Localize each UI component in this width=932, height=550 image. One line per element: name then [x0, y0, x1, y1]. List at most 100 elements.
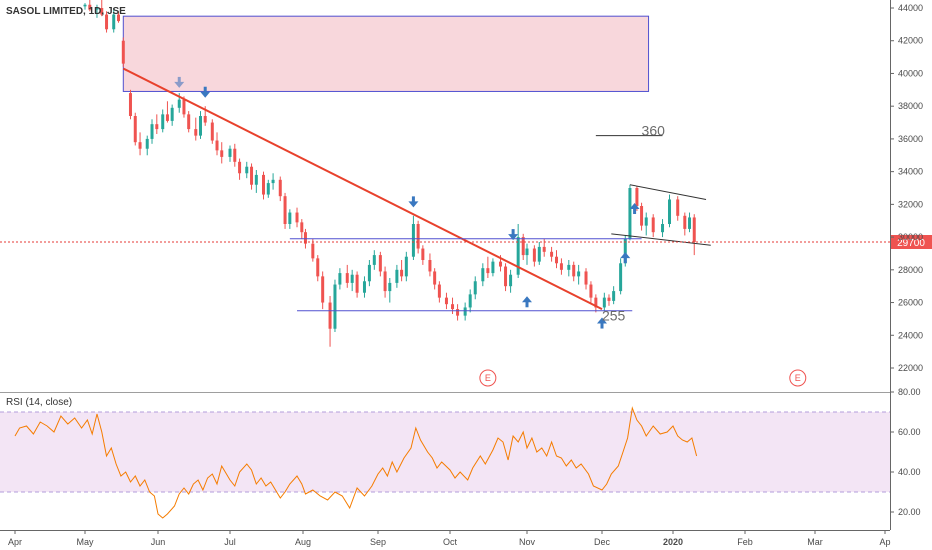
price-tick-label: 26000	[898, 298, 923, 308]
candle	[416, 220, 420, 254]
candle	[100, 0, 104, 17]
supply-zone[interactable]	[122, 15, 650, 92]
candle	[651, 214, 655, 238]
chart-title: SASOL LIMITED, 1D, JSE	[6, 6, 126, 17]
candle	[228, 145, 232, 162]
candle	[133, 112, 137, 146]
candle	[161, 109, 165, 133]
time-tick-label: Nov	[519, 537, 536, 547]
candle	[688, 212, 692, 233]
candle	[128, 89, 132, 120]
rsi-band	[0, 412, 890, 492]
candle	[362, 276, 366, 298]
price-tick-label: 34000	[898, 167, 923, 177]
candle	[321, 271, 325, 310]
candle	[456, 304, 460, 321]
candle	[121, 37, 125, 67]
candle	[300, 219, 304, 239]
candle	[589, 281, 593, 303]
price-tick-label: 30000	[898, 232, 923, 242]
candle	[395, 264, 399, 288]
annotation-255: 255	[602, 308, 626, 324]
candle	[433, 268, 437, 290]
time-tick-label: Apr	[8, 537, 22, 547]
candle	[491, 258, 495, 277]
candle	[555, 250, 559, 269]
candle	[112, 8, 116, 33]
candle	[83, 3, 87, 10]
candle	[220, 142, 224, 164]
red-downtrend-line[interactable]	[122, 67, 603, 310]
candle	[559, 258, 563, 275]
candle	[138, 132, 142, 156]
time-tick-label: Jun	[151, 537, 166, 547]
price-tick-label: 32000	[898, 199, 923, 209]
price-tick-label: 36000	[898, 134, 923, 144]
rsi-tick-label: 40.00	[898, 467, 921, 477]
price-tick-label: 38000	[898, 101, 923, 111]
candle	[607, 294, 611, 306]
candle	[644, 212, 648, 236]
sell-arrow-icon	[408, 196, 419, 208]
earnings-marker-label: E	[795, 373, 801, 383]
candle	[266, 179, 270, 198]
candle	[572, 261, 576, 282]
wedge-lower-line[interactable]	[611, 233, 711, 246]
candle	[668, 194, 672, 228]
buy-arrow-icon	[620, 252, 631, 264]
candle	[245, 161, 249, 179]
candle	[521, 233, 525, 260]
candle	[463, 302, 467, 321]
time-tick-label: Sep	[370, 537, 386, 547]
candle	[316, 255, 320, 282]
candle	[421, 245, 425, 265]
buy-arrow-icon	[597, 317, 607, 329]
price-tick-label: 42000	[898, 36, 923, 46]
candle	[350, 269, 354, 292]
candle	[145, 135, 149, 156]
candle	[295, 207, 299, 228]
sell-arrow-icon	[200, 86, 211, 98]
candle	[170, 104, 174, 126]
candle	[333, 279, 337, 332]
price-tick-label: 40000	[898, 68, 923, 78]
earnings-marker[interactable]: E	[789, 369, 807, 387]
time-axis[interactable]: Apr May Jun Jul Aug Sep Oct Nov Dec 2020 Feb Mar Ap	[8, 530, 891, 547]
price-axis[interactable]: 44000 42000 40000 38000 36000 34000 32000 30000…	[890, 3, 923, 373]
time-tick-label: Aug	[295, 537, 311, 547]
rsi-tick-label: 60.00	[898, 427, 921, 437]
last-price-label-bg	[891, 235, 932, 249]
rsi-tick-label: 20.00	[898, 507, 921, 517]
candle	[215, 132, 219, 156]
candle	[692, 214, 696, 256]
candle	[233, 143, 237, 167]
price-tick-label: 28000	[898, 265, 923, 275]
candle	[271, 173, 275, 190]
candle	[117, 11, 121, 23]
candle	[328, 296, 332, 347]
candle	[238, 158, 242, 180]
buy-arrow-icon	[522, 296, 532, 308]
earnings-marker[interactable]: E	[479, 369, 497, 387]
rsi-axis[interactable]: 80.00 60.00 40.00 20.00	[890, 387, 921, 517]
candle	[437, 281, 441, 303]
wedge-upper-line[interactable]	[629, 184, 707, 200]
candle	[411, 215, 415, 260]
buy-arrow-icon	[629, 203, 640, 214]
candle	[383, 266, 387, 298]
candle	[404, 251, 408, 282]
rsi-title: RSI (14, close)	[6, 397, 72, 408]
time-tick-label: 2020	[663, 537, 683, 547]
candle	[594, 294, 598, 313]
price-tick-label: 24000	[898, 330, 923, 340]
candle	[155, 114, 159, 134]
candle	[338, 268, 342, 290]
candle	[150, 119, 154, 144]
candle	[567, 260, 571, 277]
sell-arrow-icon	[174, 76, 185, 88]
candle	[481, 263, 485, 287]
candle	[640, 202, 644, 231]
candle	[612, 286, 616, 305]
candle	[262, 171, 266, 200]
